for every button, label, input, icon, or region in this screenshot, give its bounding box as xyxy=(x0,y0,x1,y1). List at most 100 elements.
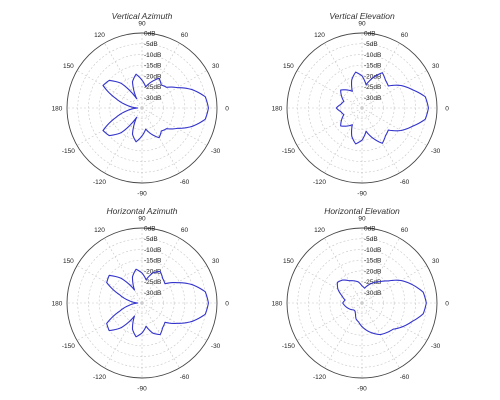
polar-ring xyxy=(98,259,186,347)
ring-label: -30dB xyxy=(144,290,161,297)
angle-label: 120 xyxy=(94,32,105,39)
angle-label: 180 xyxy=(52,106,63,113)
angle-label: -90 xyxy=(137,191,147,198)
ring-label: 0dB xyxy=(364,226,376,233)
polar-ring xyxy=(130,291,154,315)
ring-label: -10dB xyxy=(144,247,161,254)
polar-ring xyxy=(350,96,374,120)
polar-spoke xyxy=(324,42,363,109)
angle-label: 30 xyxy=(432,258,440,265)
angle-label: 60 xyxy=(181,32,189,39)
angle-label: -60 xyxy=(400,179,410,186)
polar-spoke xyxy=(324,237,363,304)
angle-label: 30 xyxy=(212,63,220,70)
polar-spoke xyxy=(141,107,180,174)
polar-spoke xyxy=(361,302,400,369)
angle-label: -150 xyxy=(282,343,295,350)
pattern-trace-1 xyxy=(102,73,209,143)
polar-spoke xyxy=(141,265,208,304)
angle-label: -150 xyxy=(282,148,295,155)
polar-spoke xyxy=(141,302,180,369)
polar-chart-3: Horizontal Azimuth 0dB -5dB -10dB -15dB -20dB… xyxy=(52,206,230,393)
angle-label: 90 xyxy=(358,21,366,28)
angle-label: 150 xyxy=(283,63,294,70)
angle-label: -60 xyxy=(180,179,190,186)
angle-label: -120 xyxy=(313,374,326,381)
polar-spoke xyxy=(141,70,208,109)
pattern-trace-1 xyxy=(106,268,209,338)
pattern-trace-1 xyxy=(335,71,429,145)
angle-label: 60 xyxy=(181,227,189,234)
angle-label: -150 xyxy=(62,148,75,155)
ring-label: -10dB xyxy=(364,52,381,59)
polar-chart-4: Horizontal Elevation 0dB -5dB -10dB -15dB -20… xyxy=(272,206,450,393)
polar-spoke xyxy=(141,302,208,341)
polar-spoke xyxy=(361,302,428,341)
angle-label: -150 xyxy=(62,343,75,350)
angle-label: 60 xyxy=(401,32,409,39)
polar-chart-1: Vertical Azimuth 0dB -5dB -10dB -15dB -20dB -2… xyxy=(52,11,230,198)
polar-spoke xyxy=(296,302,363,341)
angle-label: 0 xyxy=(225,106,229,113)
angle-label: 90 xyxy=(358,216,366,223)
polar-ring xyxy=(66,227,218,379)
polar-spoke xyxy=(296,107,363,146)
angle-label: 180 xyxy=(52,301,63,308)
polar-ring xyxy=(286,227,438,379)
polar-spoke xyxy=(361,107,400,174)
angle-label: -30 xyxy=(431,343,441,350)
angle-label: 30 xyxy=(212,258,220,265)
polar-spoke xyxy=(104,237,143,304)
ring-label: 0dB xyxy=(144,226,156,233)
polar-ring xyxy=(286,32,438,184)
ring-label: -10dB xyxy=(144,52,161,59)
polar-spoke xyxy=(104,302,143,369)
ring-label: 0dB xyxy=(364,31,376,38)
angle-label: 120 xyxy=(314,32,325,39)
chart-title: Vertical Azimuth xyxy=(112,11,173,21)
polar-spoke xyxy=(296,70,363,109)
polar-spoke xyxy=(76,107,143,146)
angle-label: -120 xyxy=(93,374,106,381)
ring-label: -15dB xyxy=(144,63,161,70)
polar-spoke xyxy=(141,237,180,304)
polar-spoke xyxy=(76,70,143,109)
angle-label: 30 xyxy=(432,63,440,70)
angle-label: 0 xyxy=(445,106,449,113)
angle-label: -120 xyxy=(93,179,106,186)
angle-label: 120 xyxy=(314,227,325,234)
angle-label: -90 xyxy=(357,191,367,198)
polar-ring xyxy=(350,291,374,315)
polar-spoke xyxy=(324,107,363,174)
angle-label: -30 xyxy=(211,148,221,155)
polar-spoke xyxy=(76,265,143,304)
polar-chart-2: Vertical Elevation 0dB -5dB -10dB -15dB -20dB… xyxy=(272,11,450,198)
angle-label: 150 xyxy=(63,63,74,70)
angle-label: 150 xyxy=(63,258,74,265)
ring-label: -25dB xyxy=(364,84,381,91)
ring-label: -20dB xyxy=(144,268,161,275)
angle-label: -30 xyxy=(211,343,221,350)
polar-spoke xyxy=(141,42,180,109)
ring-label: -20dB xyxy=(364,268,381,275)
angle-label: 90 xyxy=(138,216,146,223)
pattern-trace-1 xyxy=(336,279,427,336)
polar-ring xyxy=(66,32,218,184)
polar-spoke xyxy=(76,302,143,341)
angle-label: -90 xyxy=(137,386,147,393)
ring-label: -30dB xyxy=(364,290,381,297)
polar-ring xyxy=(318,64,406,152)
angle-label: -30 xyxy=(431,148,441,155)
ring-label: -5dB xyxy=(144,41,158,48)
ring-label: -30dB xyxy=(364,95,381,102)
angle-label: 60 xyxy=(401,227,409,234)
ring-label: -15dB xyxy=(364,258,381,265)
ring-label: -15dB xyxy=(144,258,161,265)
chart-title: Horizontal Elevation xyxy=(324,206,400,216)
angle-label: -90 xyxy=(357,386,367,393)
chart-title: Horizontal Azimuth xyxy=(106,206,177,216)
polar-spoke xyxy=(361,70,428,109)
angle-label: -60 xyxy=(180,374,190,381)
polar-ring xyxy=(98,64,186,152)
